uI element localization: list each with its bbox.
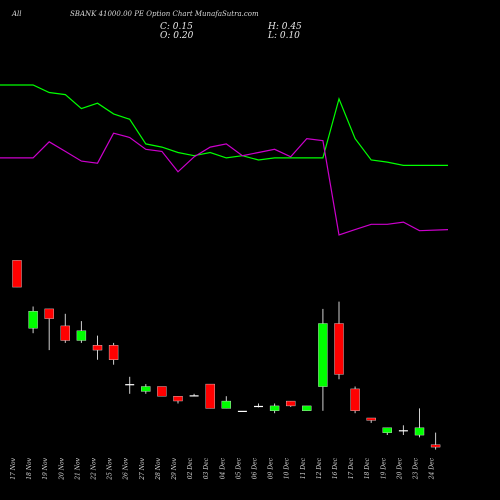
candle-body [334,323,344,375]
candle-body [221,400,232,409]
candle-body [157,386,167,397]
candle-body [76,330,87,341]
date-label: 09 Dec [268,457,275,479]
candle-body [269,405,280,411]
candle-body [350,388,360,411]
candle-body [60,325,70,341]
date-label: 20 Dec [396,457,403,480]
date-label: 26 Nov [123,457,130,480]
candle-body [189,395,199,397]
candle-body [302,405,312,411]
date-label: 28 Nov [155,457,162,480]
date-label: 20 Nov [58,457,65,480]
low-value: L: 0.10 [268,31,300,41]
candle-body [173,396,183,402]
date-label: 29 Nov [171,457,178,480]
candle-body [398,430,408,432]
date-label: 10 Dec [284,457,291,479]
date-label: 19 Nov [42,457,49,479]
candle-body [318,323,328,387]
date-label: 05 Dec [235,457,242,479]
date-label: 22 Nov [91,457,98,480]
date-label: 17 Dec [348,457,355,479]
indicator-lines-layer [0,84,449,236]
close-value: C: 0.15 [160,22,193,32]
symbol-label: All [12,10,22,18]
candle-body [12,260,22,288]
date-label: 03 Dec [203,457,210,479]
date-label: 25 Nov [107,457,114,480]
date-labels-layer: 17 Nov 18 Nov 19 Nov 20 Nov 21 Nov 22 Nov 25 N… [10,457,436,480]
date-label: 16 Dec [332,457,339,479]
candle-body [237,410,247,412]
candle-body [92,345,103,351]
candle-body [108,345,119,360]
date-label: 02 Dec [187,457,194,479]
open-value: O: 0.20 [160,31,194,41]
date-label: 11 Dec [300,457,307,479]
indicator-line-2 [0,132,449,236]
candle-body [44,308,54,319]
date-label: 23 Dec [413,457,420,480]
date-label: 04 Dec [219,457,226,479]
date-label: 06 Dec [252,457,259,479]
candle-body [286,400,296,407]
date-label: 18 Dec [364,457,371,479]
date-label: 19 Dec [380,457,387,479]
candle-body [430,444,441,448]
candles-layer [12,260,441,450]
candle-body [141,386,151,392]
candle-body [382,427,392,433]
date-label: 12 Dec [316,457,323,479]
candle-body [125,384,135,386]
date-label: 18 Nov [26,457,33,479]
candle-body [414,427,425,436]
chart-title: SBANK 41000.00 PE Option Chart MunafaSut… [70,10,259,18]
high-value: H: 0.45 [268,22,302,32]
date-label: 17 Nov [10,457,17,479]
date-label: 21 Nov [74,457,81,480]
indicator-line-1 [0,84,448,166]
candle-body [28,311,38,329]
candle-body [205,383,215,409]
candle-body [254,405,263,408]
candle-body [366,417,376,421]
date-label: 27 Nov [139,457,146,480]
date-label: 24 Dec [429,457,436,480]
